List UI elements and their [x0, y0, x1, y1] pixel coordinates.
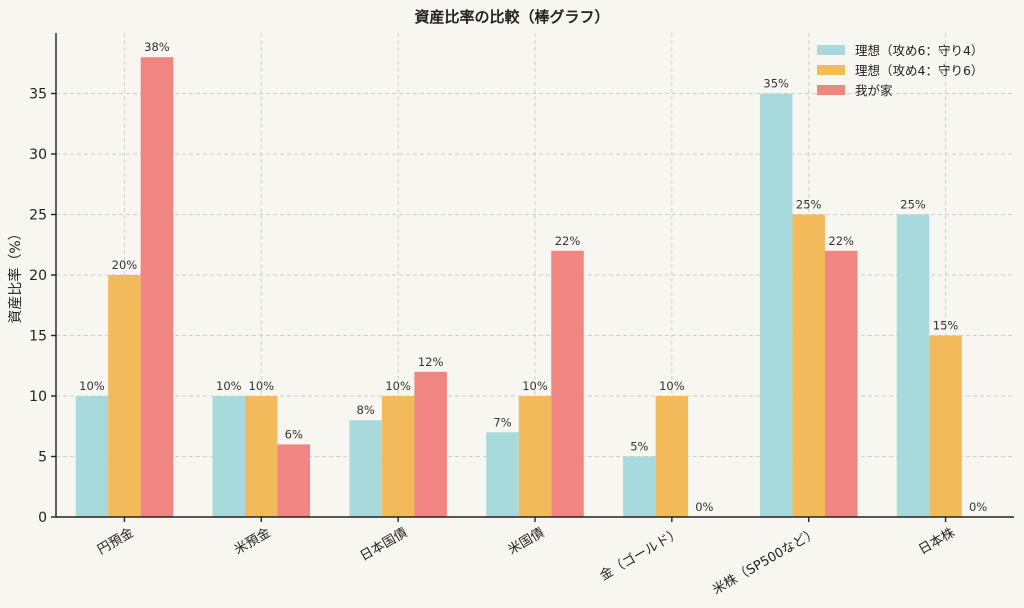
data-label: 10% [385, 379, 411, 393]
bar [759, 93, 793, 517]
data-label: 10% [249, 379, 275, 393]
data-labels: 10% 10% 8% 7% 5% 35% 25% 20% 10% 10% 10% 10% 25% 15% 3… [79, 40, 987, 514]
legend: 理想（攻め6：守り4） 理想（攻め4：守り6） 我が家 [817, 43, 983, 98]
bar [414, 371, 447, 517]
x-tick-label: 日本株 [916, 525, 957, 557]
data-label: 15% [933, 319, 959, 333]
legend-swatch [817, 65, 845, 75]
data-label: 0% [695, 500, 713, 514]
bar [75, 396, 109, 517]
legend-swatch [817, 85, 845, 95]
x-tick-label: 円預金 [95, 525, 137, 558]
bar [212, 396, 246, 517]
data-label: 25% [796, 198, 822, 212]
bars [75, 57, 962, 518]
data-label: 20% [112, 258, 138, 272]
bar [140, 57, 174, 517]
y-tick-label: 20 [29, 268, 47, 284]
x-tick-label: 米国債 [506, 525, 547, 557]
bar [381, 396, 415, 517]
data-label: 10% [79, 379, 105, 393]
bar [655, 396, 689, 517]
bar [486, 432, 519, 517]
bar [929, 335, 962, 517]
y-tick-label: 15 [29, 329, 47, 345]
data-label: 38% [144, 40, 170, 54]
legend-label: 理想（攻め6：守り4） [855, 43, 983, 58]
data-label: 7% [493, 415, 511, 429]
legend-label: 我が家 [855, 83, 893, 98]
legend-label: 理想（攻め4：守り6） [855, 63, 983, 78]
y-tick-label: 10 [29, 389, 47, 405]
bar [551, 250, 584, 518]
bar [792, 214, 825, 517]
chart-title: 資産比率の比較（棒グラフ） [414, 8, 609, 26]
data-label: 22% [828, 234, 854, 248]
bar [824, 250, 858, 518]
data-label: 10% [522, 379, 548, 393]
bar [623, 456, 656, 517]
bar [349, 420, 382, 517]
x-tick-label: 金（ゴールド） [597, 525, 684, 584]
y-axis-label: 資産比率（%） [7, 226, 24, 323]
y-tick-label: 0 [38, 510, 47, 526]
bar [245, 396, 278, 517]
data-label: 35% [763, 77, 789, 91]
bar [518, 396, 552, 517]
y-tick-label: 30 [29, 147, 47, 163]
data-label: 8% [357, 403, 375, 417]
bar [277, 444, 311, 517]
data-label: 25% [900, 198, 926, 212]
legend-swatch [817, 45, 845, 55]
y-tick-label: 5 [38, 450, 47, 466]
y-tick-label: 35 [29, 87, 47, 103]
data-label: 10% [659, 379, 685, 393]
data-label: 12% [418, 355, 444, 369]
data-label: 10% [216, 379, 242, 393]
data-label: 0% [969, 500, 987, 514]
data-label: 5% [630, 440, 648, 454]
bar [896, 214, 930, 517]
data-label: 22% [555, 234, 581, 248]
bar [108, 275, 141, 517]
x-tick-label: 米株（SP500など） [710, 525, 820, 597]
y-tick-label: 25 [29, 208, 47, 224]
data-label: 6% [285, 427, 303, 441]
x-tick-label: 日本国債 [358, 525, 411, 564]
x-tick-label: 米預金 [231, 525, 273, 558]
